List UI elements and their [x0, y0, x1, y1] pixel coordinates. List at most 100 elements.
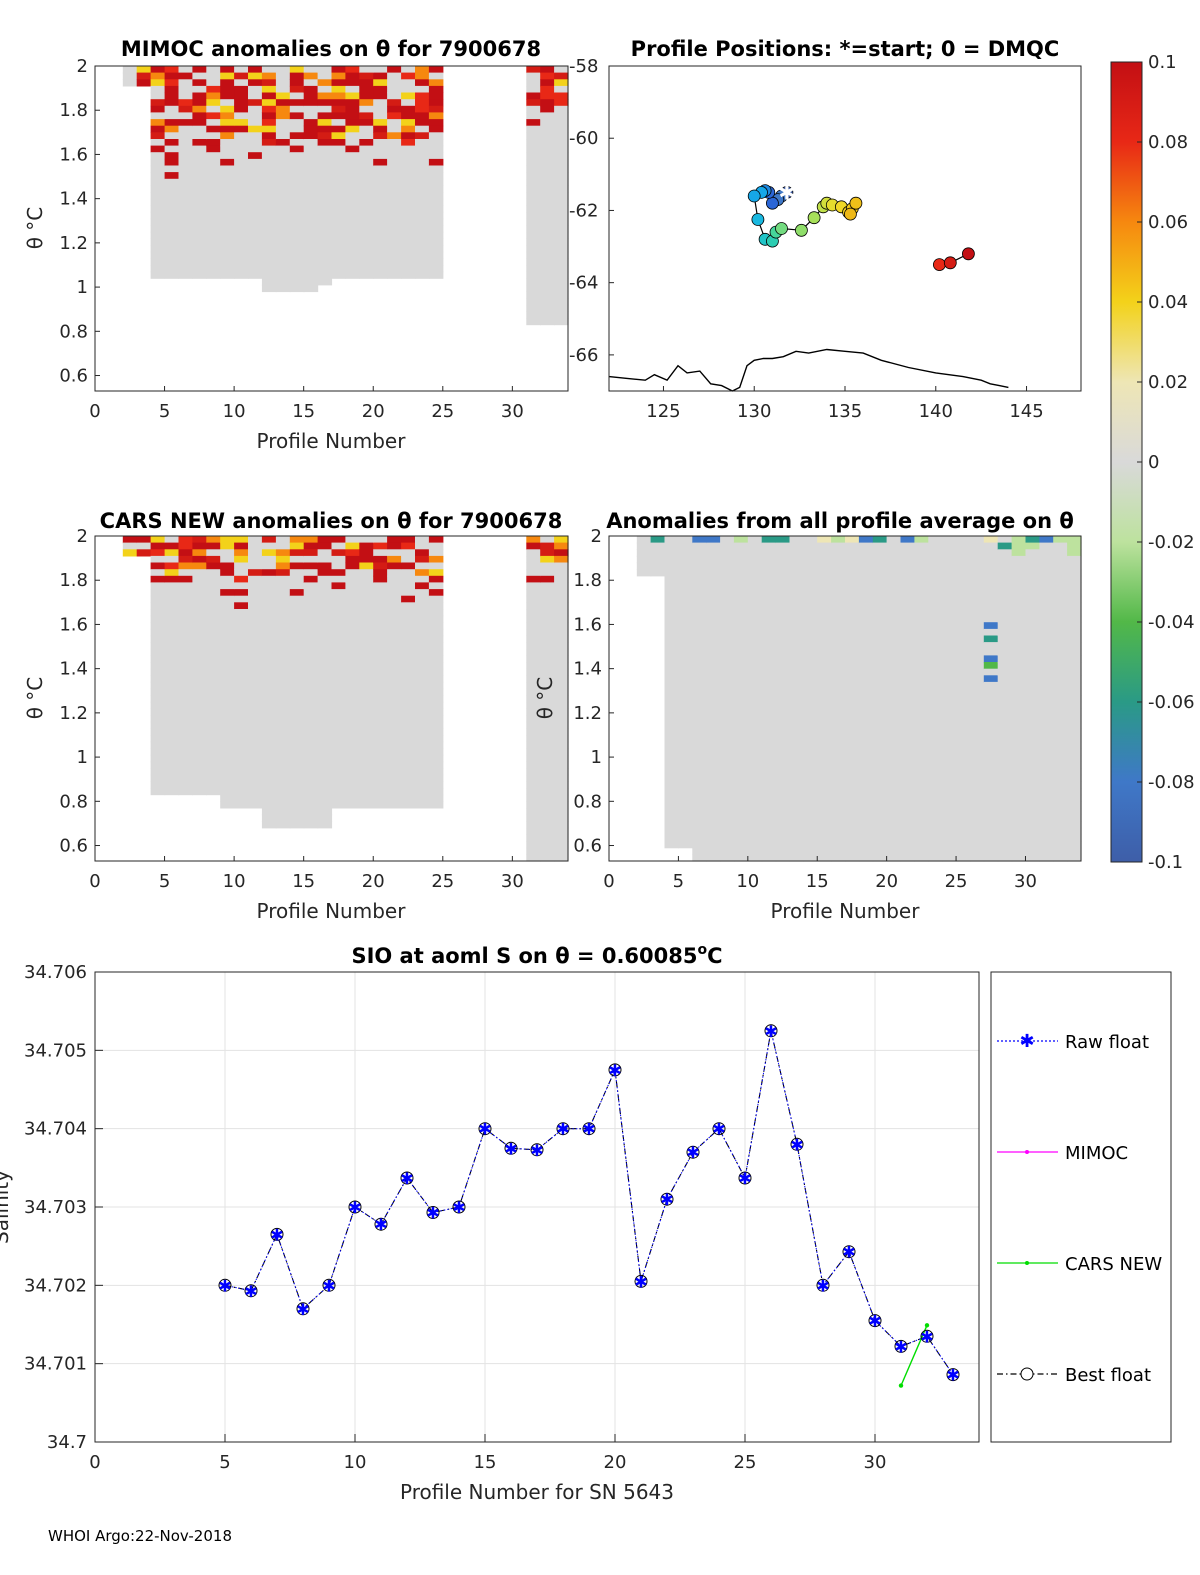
- allavg-cell: [692, 854, 707, 862]
- allavg-cell: [747, 847, 763, 855]
- mimoc-cell: [554, 158, 569, 167]
- cars-cell: [150, 575, 166, 583]
- allavg-cell: [1053, 575, 1068, 583]
- allavg-cell: [997, 536, 1013, 544]
- allavg-cell: [803, 708, 818, 716]
- allavg-cell: [845, 801, 860, 809]
- allavg-cell: [845, 542, 860, 550]
- allavg-cell: [845, 728, 860, 736]
- cars-cell: [359, 754, 374, 763]
- mimoc-cell: [401, 205, 416, 213]
- cars-cell: [415, 695, 430, 703]
- mimoc-cell: [331, 238, 346, 246]
- cars-cell: [554, 847, 569, 855]
- allavg-cell: [789, 754, 804, 763]
- allavg-cell: [886, 542, 902, 550]
- cars-cell: [401, 728, 416, 736]
- mimoc-cell: [387, 172, 402, 180]
- allavg-cell: [1067, 562, 1082, 570]
- allavg-cell: [886, 801, 902, 809]
- positions-xtick-label: 125: [646, 401, 680, 422]
- cars-cell: [234, 761, 249, 769]
- allavg-cell: [956, 662, 971, 670]
- cars-cell: [164, 768, 180, 776]
- allavg-cell: [956, 794, 971, 802]
- position-point: [943, 256, 957, 270]
- mimoc-cell: [373, 192, 388, 200]
- cars-cell: [373, 695, 388, 703]
- allavg-cell: [831, 834, 846, 842]
- cars-cell: [387, 595, 402, 603]
- allavg-cell: [1053, 735, 1068, 743]
- allavg-cell: [706, 628, 721, 637]
- allavg-cell: [900, 748, 915, 756]
- legend-marker-mimoc: [1025, 1150, 1029, 1154]
- cars-cell: [415, 781, 430, 789]
- allavg-cell: [636, 536, 652, 544]
- allavg-cell: [1025, 575, 1040, 583]
- cars-cell: [415, 794, 430, 802]
- salinity-ytick-label: 34.701: [24, 1354, 87, 1375]
- mimoc-cell: [303, 152, 319, 160]
- cars-cell: [164, 754, 180, 763]
- allavg-cell: [914, 622, 929, 630]
- mimoc-cell: [540, 132, 555, 140]
- cars-cell: [331, 741, 346, 749]
- cars-cell: [150, 754, 166, 763]
- mimoc-cell: [401, 99, 416, 107]
- cars-cell: [331, 542, 346, 550]
- mimoc-ytick-label: 1.6: [59, 144, 88, 165]
- allavg-cell: [969, 781, 985, 789]
- cars-cell: [317, 536, 333, 544]
- allavg-cell: [1011, 735, 1027, 743]
- allavg-cell: [761, 774, 777, 782]
- allavg-cell: [831, 569, 846, 577]
- allavg-cell: [900, 701, 915, 709]
- allavg-cell: [775, 635, 791, 643]
- mimoc-cell: [192, 79, 207, 87]
- allavg-cell: [997, 701, 1013, 709]
- best-float-point: [218, 1278, 232, 1292]
- allavg-cell: [1039, 688, 1054, 696]
- allavg-cell: [845, 721, 860, 729]
- mimoc-cell: [192, 72, 207, 80]
- allavg-cell: [1011, 628, 1027, 637]
- mimoc-cell: [359, 79, 374, 87]
- cars-cell: [150, 748, 166, 756]
- allavg-cell: [706, 807, 721, 816]
- allavg-cell: [692, 595, 707, 603]
- allavg-xlabel: Profile Number: [771, 899, 921, 923]
- cars-cell: [206, 708, 221, 716]
- mimoc-cell: [164, 72, 180, 80]
- allavg-cell: [886, 589, 902, 597]
- cars-cell: [234, 602, 249, 610]
- allavg-cell: [720, 569, 735, 577]
- allavg-cell: [733, 569, 749, 577]
- mimoc-cell: [317, 238, 333, 246]
- cars-cell: [345, 562, 360, 570]
- cars-cell: [206, 695, 221, 703]
- allavg-cell: [1053, 781, 1068, 789]
- cars-cell: [303, 662, 319, 670]
- cars-cell: [289, 821, 305, 829]
- allavg-cell: [914, 655, 929, 663]
- allavg-cell: [997, 801, 1013, 809]
- mimoc-cell: [401, 145, 416, 153]
- allavg-cell: [803, 847, 818, 855]
- allavg-cell: [886, 781, 902, 789]
- cars-cell: [415, 648, 430, 656]
- cars-cell: [164, 622, 180, 630]
- cars-cell: [387, 781, 402, 789]
- allavg-cell: [706, 615, 721, 623]
- mimoc-cell: [261, 99, 277, 107]
- allavg-cell: [928, 536, 943, 544]
- allavg-cell: [997, 841, 1013, 849]
- cars-cell: [248, 715, 263, 723]
- allavg-cell: [858, 681, 874, 690]
- allavg-cell: [928, 628, 943, 637]
- allavg-cell: [942, 549, 957, 557]
- allavg-cell: [942, 774, 957, 782]
- cars-cell: [275, 536, 291, 544]
- allavg-cell: [1039, 801, 1054, 809]
- mimoc-cell: [428, 72, 444, 80]
